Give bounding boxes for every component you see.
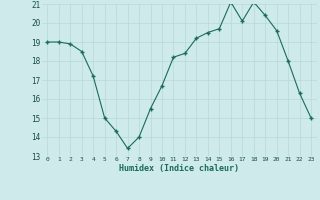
X-axis label: Humidex (Indice chaleur): Humidex (Indice chaleur) — [119, 164, 239, 173]
